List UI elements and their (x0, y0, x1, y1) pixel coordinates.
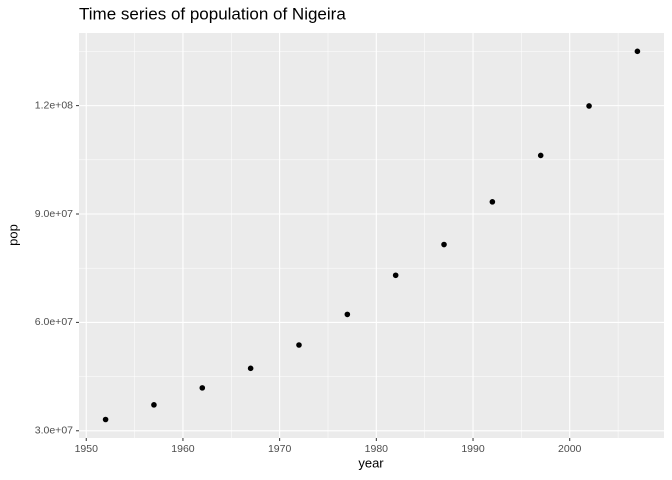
point (586, 103, 592, 109)
point (344, 311, 351, 318)
x-tick-label: 1970 (268, 443, 292, 455)
y-tick-label: 3.0e+07 (35, 425, 73, 437)
x-tick-label: 1980 (365, 443, 389, 455)
y-axis-label: pop (5, 224, 20, 246)
point (392, 272, 399, 279)
x-tick-label: 1950 (75, 443, 99, 455)
panel (79, 33, 664, 438)
y-tick-label: 1.2e+08 (35, 99, 73, 111)
point (489, 199, 496, 205)
point (634, 48, 641, 55)
point (441, 241, 447, 248)
point (102, 416, 109, 423)
x-tick-label: 1960 (171, 443, 195, 455)
x-axis-label: year (358, 455, 384, 470)
y-tick-label: 6.0e+07 (35, 316, 73, 328)
x-tick-label: 2000 (558, 443, 582, 455)
point (151, 402, 157, 408)
chart-title: Time series of population of Nigeira (79, 4, 346, 23)
point (247, 365, 254, 372)
point (537, 152, 544, 159)
point (296, 342, 302, 348)
x-tick-label: 1990 (461, 443, 485, 455)
point (199, 385, 206, 391)
y-tick-label: 9.0e+07 (35, 208, 73, 220)
